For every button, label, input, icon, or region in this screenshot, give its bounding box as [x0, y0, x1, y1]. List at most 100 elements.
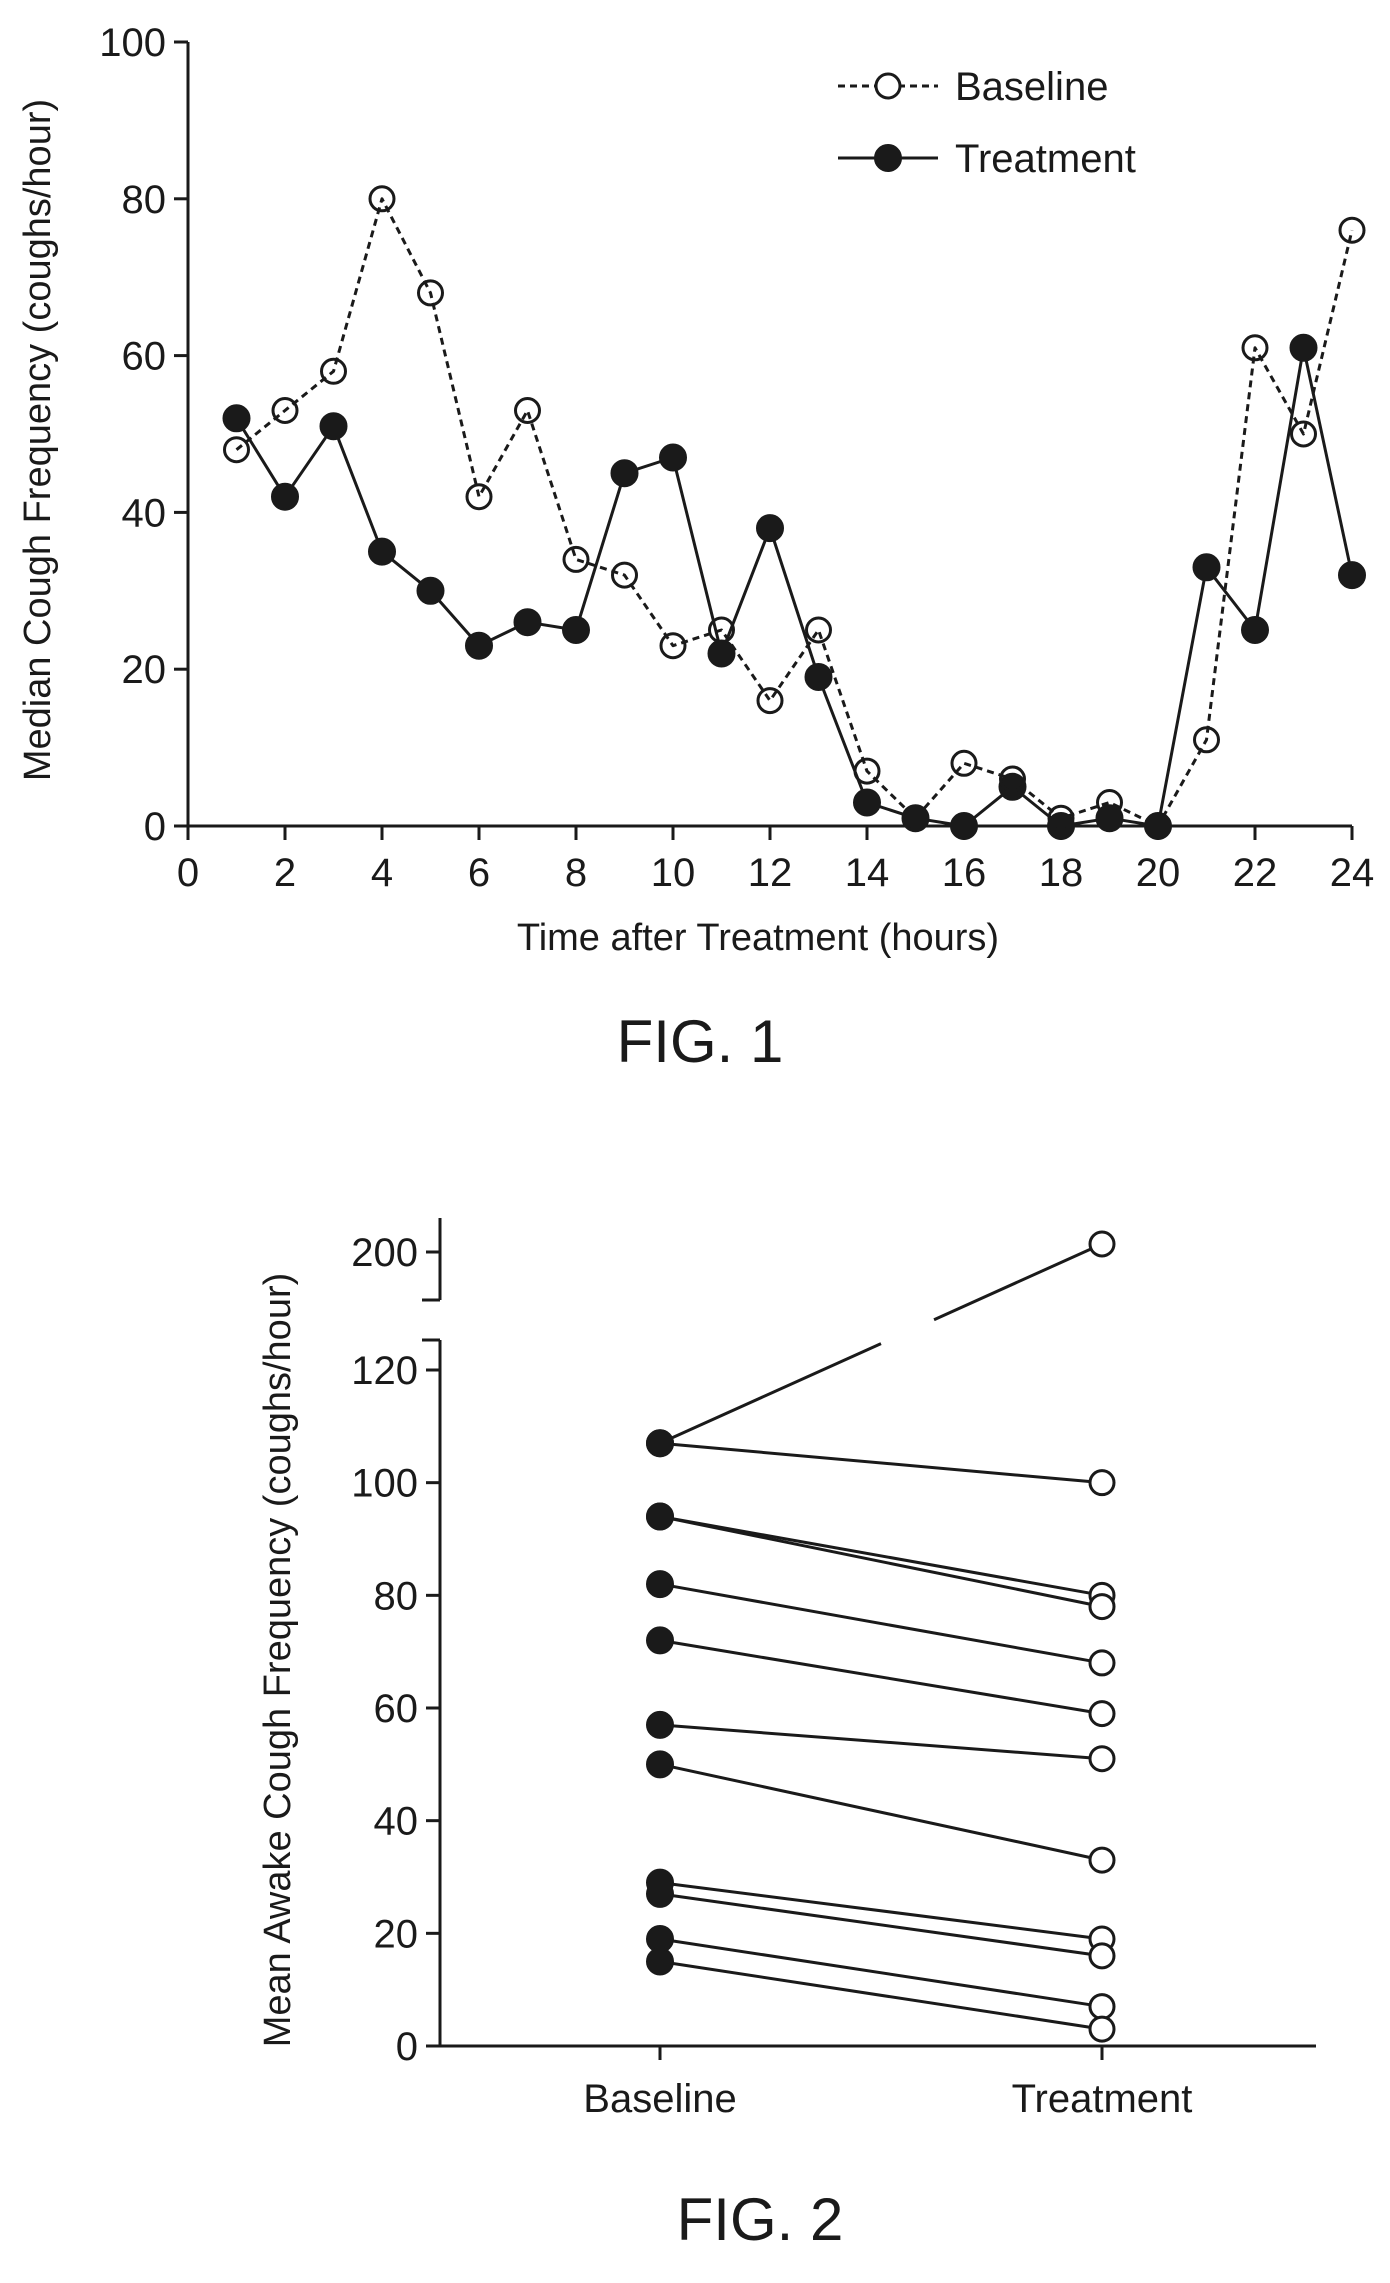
- baseline-point: [1241, 334, 1269, 362]
- fig2-y-tick-label: 40: [374, 1800, 419, 1844]
- treatment-point: [562, 616, 590, 644]
- treatment-point: [1088, 1230, 1116, 1258]
- pair-line: [933, 1242, 1103, 1322]
- baseline-point: [1096, 789, 1123, 816]
- fig1-x-tick-label: 4: [371, 851, 393, 895]
- fig2-paired-lines: [659, 1242, 1103, 2031]
- baseline-point: [646, 1750, 674, 1779]
- fig1-axes: [174, 40, 1354, 840]
- fig2-paired-points: [646, 1230, 1116, 2043]
- treatment-point: [1338, 561, 1366, 590]
- fig1-x-tick-label: 2: [274, 851, 296, 895]
- fig2-y-tick-label: 80: [374, 1574, 419, 1618]
- fig1-x-tick-label: 20: [1136, 851, 1181, 895]
- pair-line: [659, 1582, 1103, 1665]
- baseline-point: [320, 357, 347, 385]
- baseline-series-line: [235, 197, 1354, 828]
- treatment-point: [416, 576, 445, 605]
- treatment-point: [1088, 1593, 1116, 1621]
- baseline-point: [646, 1947, 674, 1976]
- treatment-point: [998, 772, 1027, 801]
- treatment-point: [271, 482, 299, 511]
- baseline-point: [659, 632, 687, 660]
- baseline-point: [271, 397, 299, 424]
- fig2-y-tick-labels: 0 20 40 60 80 100 120 200: [351, 1231, 418, 2069]
- treatment-point: [1192, 553, 1221, 582]
- pair-line: [659, 1514, 1103, 1609]
- fig2-y-tick-label: 60: [374, 1687, 419, 1731]
- treatment-point: [804, 663, 833, 691]
- fig1-caption: FIG. 1: [617, 1008, 784, 1075]
- treatment-point: [1088, 1700, 1116, 1728]
- treatment-point: [853, 788, 881, 817]
- fig1-x-tick-label: 24: [1330, 851, 1375, 895]
- legend-treatment-label: Treatment: [955, 137, 1136, 181]
- baseline-point: [950, 749, 978, 777]
- baseline-point: [562, 545, 590, 573]
- treatment-series-line: [235, 346, 1354, 828]
- baseline-point: [646, 1570, 674, 1599]
- treatment-point: [1088, 1745, 1116, 1773]
- treatment-point: [222, 404, 251, 433]
- baseline-point: [646, 1710, 674, 1739]
- baseline-point: [223, 436, 250, 464]
- treatment-point: [1241, 616, 1269, 644]
- fig1-y-tick-label: 0: [144, 805, 166, 849]
- treatment-point: [1088, 1469, 1116, 1497]
- treatment-point: [368, 537, 396, 566]
- baseline-point: [368, 185, 396, 213]
- fig1-x-tick-label: 6: [468, 851, 490, 895]
- fig1-x-tick-label: 16: [942, 851, 987, 895]
- fig2-y-axis-title: Mean Awake Cough Frequency (coughs/hour): [257, 1273, 299, 2048]
- fig2-y-tick-label: 20: [374, 1912, 419, 1956]
- baseline-point: [1338, 216, 1366, 244]
- treatment-point: [1088, 1993, 1116, 2021]
- fig2-y-tick-label-200: 200: [351, 1231, 418, 1275]
- fig2-paired-chart: 0 20 40 60 80 100 120 200 Baseline Treatment Me…: [257, 1218, 1316, 2253]
- treatment-point: [465, 631, 493, 660]
- baseline-point: [853, 757, 881, 785]
- legend-baseline-label: Baseline: [955, 65, 1108, 109]
- baseline-point: [805, 616, 832, 644]
- treatment-point: [1088, 1846, 1116, 1874]
- fig1-x-tick-label: 22: [1233, 851, 1278, 895]
- fig1-x-tick-label: 10: [651, 851, 696, 895]
- fig2-y-tick-label: 120: [351, 1349, 418, 1393]
- pair-line: [659, 1937, 1103, 2009]
- fig1-y-tick-label: 20: [122, 648, 167, 692]
- fig1-y-tick-label: 100: [99, 21, 166, 65]
- treatment-point: [319, 412, 348, 441]
- fig1-series-lines: [235, 197, 1354, 828]
- baseline-point: [1144, 812, 1172, 840]
- fig1-series-points: [222, 185, 1366, 840]
- baseline-point: [1047, 804, 1075, 832]
- fig1-x-tick-label: 8: [565, 851, 587, 895]
- fig1-y-tick-label: 60: [122, 335, 167, 379]
- baseline-point: [611, 561, 638, 589]
- treatment-point: [756, 514, 784, 543]
- fig1-y-tick-labels: 0 20 40 60 80 100: [99, 21, 166, 849]
- pair-line: [659, 1441, 1103, 1485]
- fig1-y-tick-label: 40: [122, 491, 167, 535]
- fig1-legend: Baseline Treatment: [838, 65, 1136, 181]
- pair-line: [659, 1514, 1103, 1597]
- treatment-point: [1289, 333, 1318, 362]
- baseline-point: [417, 279, 444, 307]
- pair-line: [659, 1892, 1103, 1958]
- fig1-x-tick-label: 18: [1039, 851, 1084, 895]
- baseline-point: [646, 1879, 674, 1908]
- pair-line: [659, 1881, 1103, 1941]
- pair-line: [659, 1638, 1103, 1716]
- treatment-point: [1088, 2015, 1116, 2043]
- fig2-caption: FIG. 2: [677, 2186, 844, 2253]
- baseline-point: [465, 483, 493, 511]
- fig1-x-tick-label: 0: [177, 851, 199, 895]
- treatment-point: [659, 443, 687, 472]
- pair-line: [659, 1723, 1103, 1761]
- fig1-x-axis-title: Time after Treatment (hours): [517, 917, 999, 959]
- treatment-point: [1088, 1942, 1116, 1970]
- pair-line: [659, 1960, 1103, 2031]
- treatment-point: [1047, 812, 1075, 840]
